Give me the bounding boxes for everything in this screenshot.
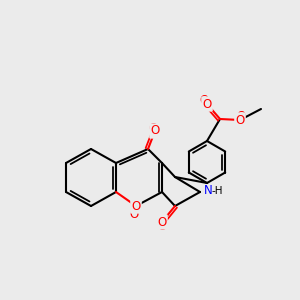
Text: -H: -H bbox=[211, 186, 223, 196]
Text: O: O bbox=[236, 110, 246, 122]
Text: O: O bbox=[148, 122, 158, 134]
Text: O: O bbox=[129, 208, 139, 220]
Text: O: O bbox=[158, 215, 166, 229]
Text: O: O bbox=[131, 200, 141, 212]
Text: O: O bbox=[200, 94, 208, 107]
Text: N: N bbox=[204, 184, 213, 197]
Text: O: O bbox=[150, 124, 160, 137]
Text: O: O bbox=[202, 98, 211, 110]
Text: O: O bbox=[158, 220, 166, 232]
Text: O: O bbox=[236, 113, 244, 127]
